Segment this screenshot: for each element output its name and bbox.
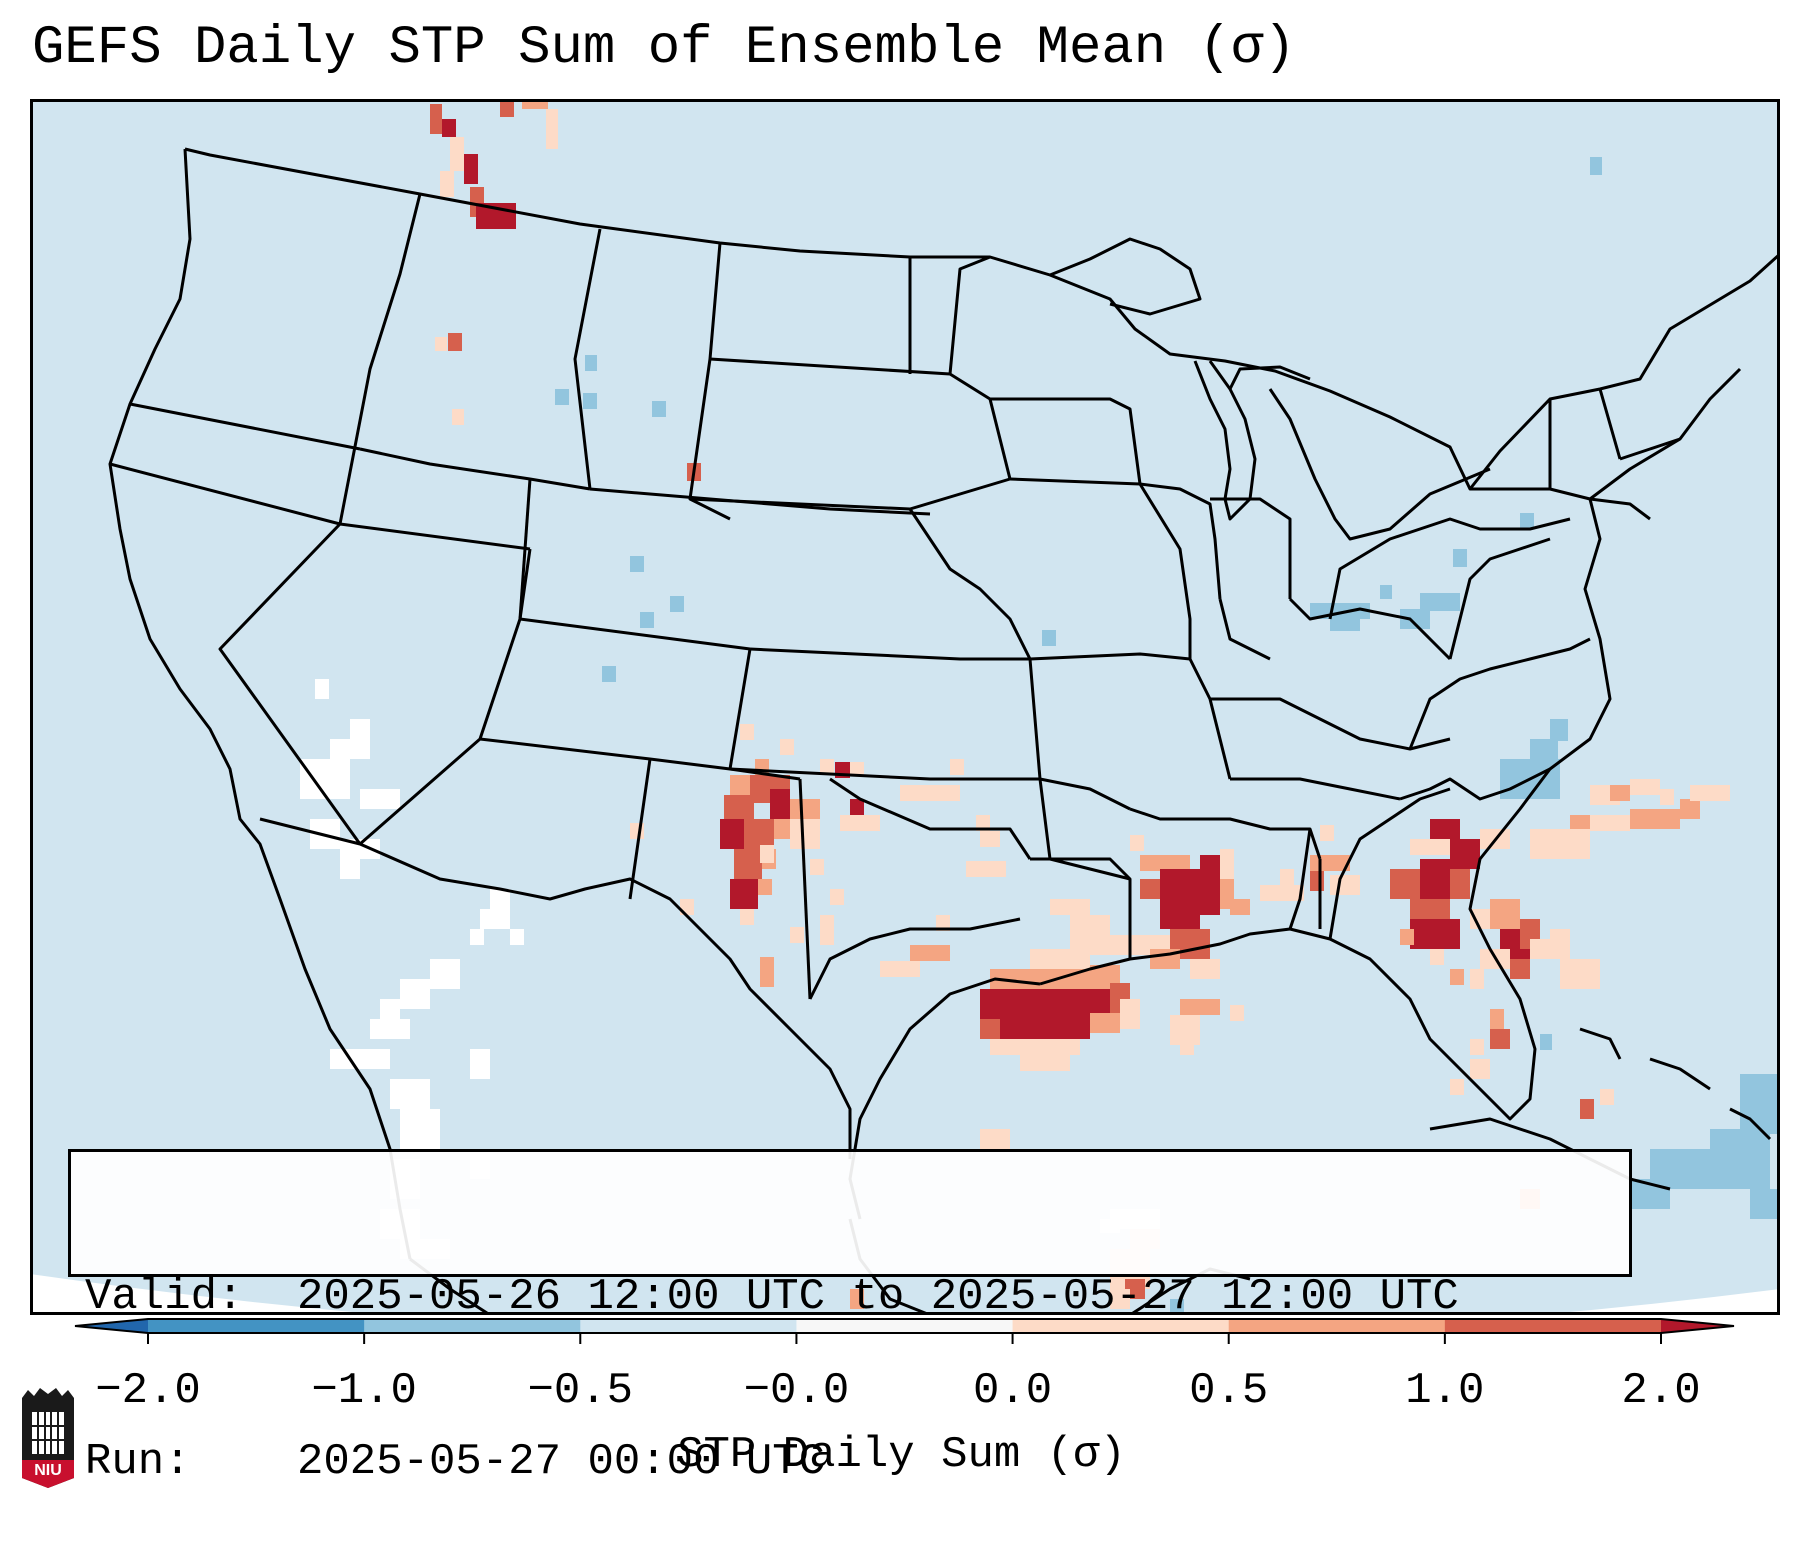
country-state-borders: [108, 147, 1780, 1315]
run-value: 2025-05-27 00:00 UTC: [297, 1437, 826, 1487]
colorbar-tick-label: −1.0: [311, 1366, 417, 1416]
colorbar-ticks: [147, 1333, 1662, 1344]
valid-run-box: Valid: 2025-05-26 12:00 UTC to 2025-05-2…: [68, 1149, 1632, 1487]
colorbar-tick-label: −0.5: [527, 1366, 634, 1416]
valid-label: Valid:: [85, 1272, 244, 1322]
colorbar-segment: [1228, 1319, 1446, 1333]
colorbar-segment: [796, 1319, 1014, 1333]
colorbar-tick-label: 1.0: [1405, 1366, 1485, 1416]
colorbar-segment: [1444, 1319, 1662, 1333]
stp-field: [300, 99, 1780, 1315]
colorbar-extend-high: [1661, 1319, 1734, 1333]
run-label: Run:: [85, 1437, 191, 1487]
colorbar-tick-label: −2.0: [95, 1366, 201, 1416]
map-frame: [30, 99, 1780, 1315]
map-canvas: [30, 99, 1780, 1315]
colorbar-tick-label: 0.5: [1189, 1366, 1269, 1416]
colorbar-tick-label: 2.0: [1621, 1366, 1701, 1416]
colorbar-segment: [1012, 1319, 1230, 1333]
colorbar-title: STP Daily Sum (σ): [677, 1430, 1126, 1480]
niu-logo-text: NIU: [34, 1462, 62, 1479]
colorbar-segment: [580, 1319, 797, 1333]
colorbar-tick-label: −0.0: [743, 1366, 850, 1416]
niu-logo: NIU: [20, 1388, 76, 1490]
colorbar-segments: [148, 1319, 1662, 1333]
colorbar-tick-label: 0.0: [972, 1366, 1053, 1416]
colorbar-extend-low: [75, 1319, 148, 1333]
niu-logo-graphic: [22, 1388, 74, 1488]
map-title: GEFS Daily STP Sum of Ensemble Mean (σ): [32, 18, 1296, 79]
colorbar-segment: [364, 1319, 581, 1333]
colorbar: [74, 1318, 1735, 1344]
domain-fill: [30, 99, 1780, 1315]
colorbar-segment: [148, 1319, 365, 1333]
valid-value: 2025-05-26 12:00 UTC to 2025-05-27 12:00…: [297, 1272, 1459, 1322]
map-panel: [30, 99, 1780, 1315]
